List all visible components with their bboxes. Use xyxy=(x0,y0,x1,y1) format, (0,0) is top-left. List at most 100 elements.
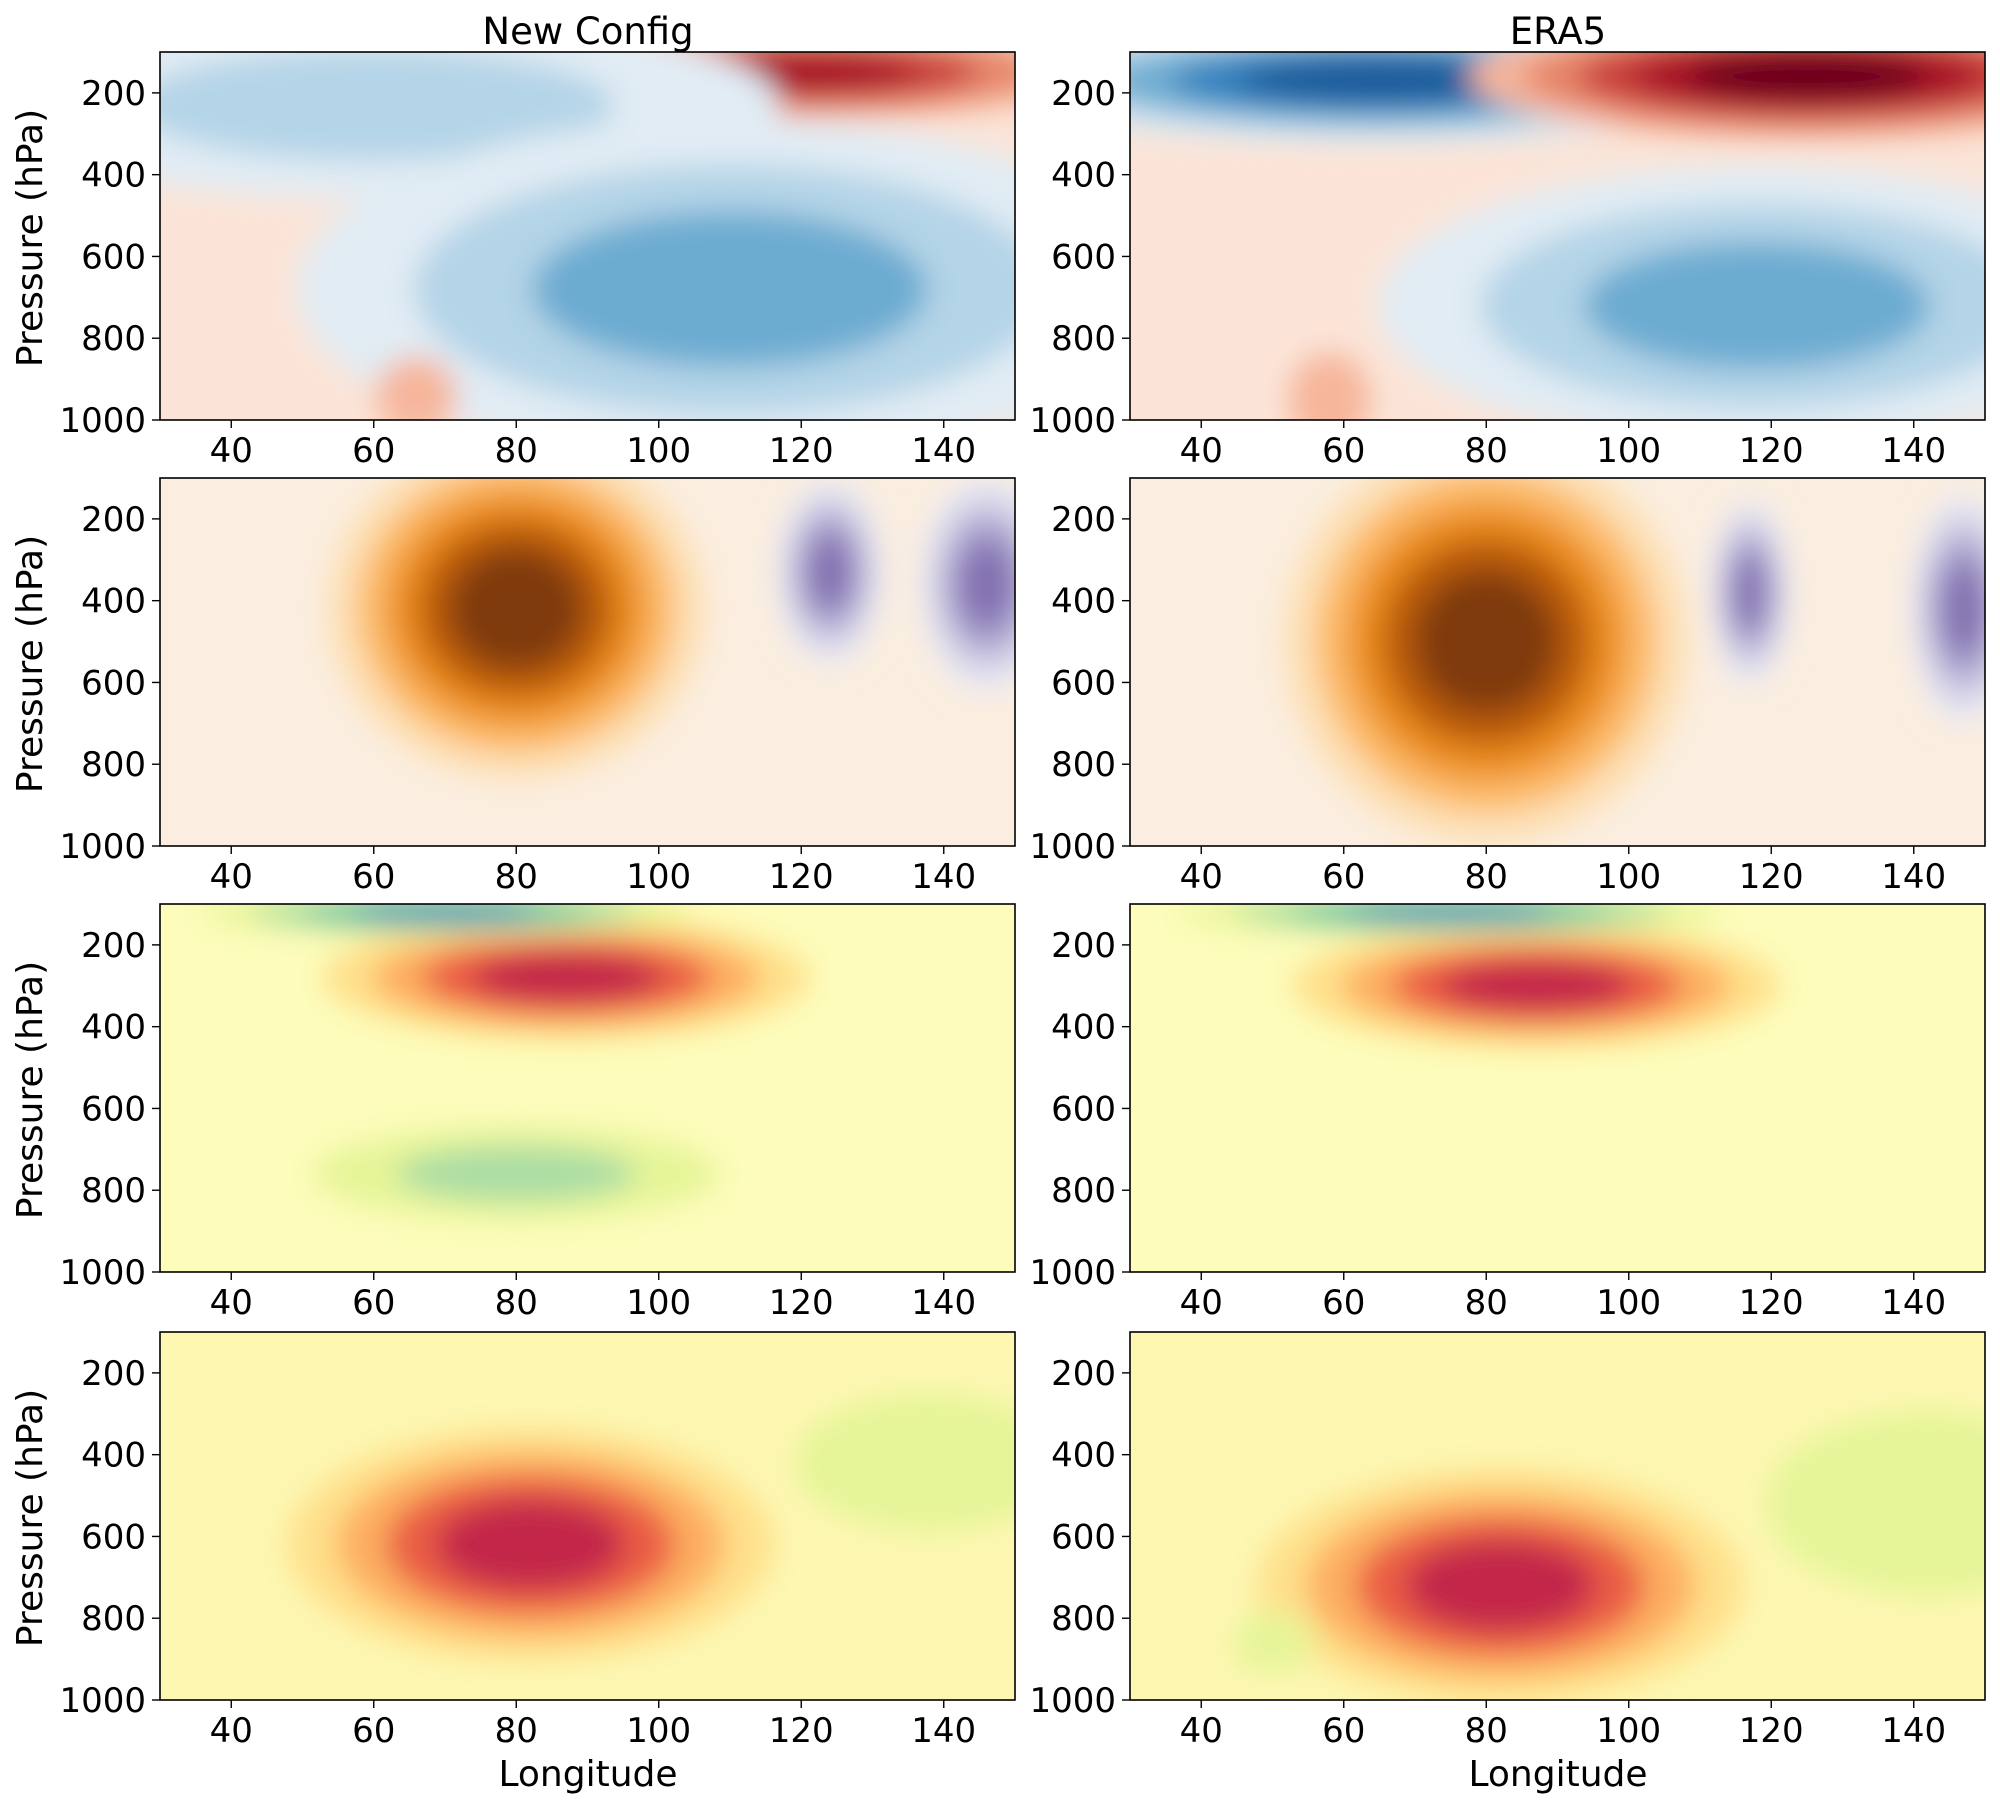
panel-r3-c0: 40 60 80 100 120 140 200 400 600 800 1000 xyxy=(59,1331,1016,1751)
x-tick-label: 60 xyxy=(1322,1283,1365,1323)
y-tick-label: 1000 xyxy=(59,827,146,867)
y-tick-label: 200 xyxy=(1051,926,1116,966)
y-tick-label: 200 xyxy=(81,1354,146,1394)
xlabel-col-0: Longitude xyxy=(498,1754,677,1795)
y-tick-label: 600 xyxy=(1051,663,1116,703)
panel-r0-c1: 40 60 80 100 120 140 200 400 600 800 1000 xyxy=(1029,51,1986,471)
contour-band xyxy=(471,953,661,1002)
y-tick-label: 400 xyxy=(1051,1436,1116,1476)
ylabel-row-1: Pressure (hPa) xyxy=(10,535,51,793)
x-tick-label: 40 xyxy=(210,857,253,897)
panel-r3-c1: 40 60 80 100 120 140 200 400 600 800 1000 xyxy=(1029,1331,1986,1751)
minimum-feature-2 xyxy=(1909,492,1985,726)
x-tick-label: 140 xyxy=(911,1283,976,1323)
panel-r2-c1: 40 60 80 100 120 140 200 400 600 800 1000 xyxy=(1029,903,1986,1323)
x-tick-label: 40 xyxy=(210,1283,253,1323)
x-tick-label: 60 xyxy=(1322,431,1365,471)
y-tick-label: 600 xyxy=(1051,1089,1116,1129)
y-tick-label: 600 xyxy=(81,1517,146,1557)
x-tick-label: 80 xyxy=(495,1711,538,1751)
contour-band xyxy=(1415,571,1557,712)
x-tick-label: 80 xyxy=(495,1283,538,1323)
contour-band xyxy=(1405,1540,1596,1631)
panel-r1-c0: 40 60 80 100 120 140 200 400 600 800 1000 xyxy=(59,477,1016,897)
x-tick-label: 140 xyxy=(1881,1711,1946,1751)
x-tick-label: 140 xyxy=(911,431,976,471)
x-tick-label: 100 xyxy=(1596,1711,1661,1751)
x-tick-label: 40 xyxy=(1180,1283,1223,1323)
panel-frame xyxy=(1129,903,1986,1273)
contour-band xyxy=(435,1499,626,1590)
y-tick-label: 800 xyxy=(81,745,146,785)
y-tick-label: 400 xyxy=(1051,156,1116,196)
minimum-feature-1 xyxy=(313,1127,720,1221)
minimum-feature-2 xyxy=(201,904,689,936)
y-tick-label: 1000 xyxy=(1029,401,1116,441)
y-tick-label: 400 xyxy=(81,1008,146,1048)
y-tick-label: 1000 xyxy=(1029,1253,1116,1293)
contour-field xyxy=(1130,478,1985,846)
x-tick-label: 120 xyxy=(769,1711,834,1751)
maximum-feature-3 xyxy=(1288,352,1371,420)
contour-band xyxy=(396,1146,637,1202)
x-tick-label: 100 xyxy=(626,1711,691,1751)
minimum-feature-2 xyxy=(1231,1611,1314,1674)
x-tick-label: 80 xyxy=(1465,857,1508,897)
contour-band xyxy=(1288,352,1371,420)
y-tick-label: 200 xyxy=(81,500,146,540)
maximum-feature-0 xyxy=(322,915,810,1040)
x-tick-label: 120 xyxy=(769,857,834,897)
contour-band xyxy=(532,211,928,368)
maximum-feature-0 xyxy=(1292,923,1780,1048)
y-tick-label: 400 xyxy=(81,582,146,622)
contour-band xyxy=(375,356,458,420)
ylabel-row-3: Pressure (hPa) xyxy=(10,1389,51,1647)
contour-band xyxy=(350,904,540,922)
panel-frame xyxy=(1129,1331,1986,1701)
minimum-feature-1 xyxy=(775,478,884,666)
y-tick-label: 600 xyxy=(81,663,146,703)
x-tick-label: 60 xyxy=(1322,857,1365,897)
xlabel-col-1: Longitude xyxy=(1468,1754,1647,1795)
ylabel-row-0: Pressure (hPa) xyxy=(10,109,51,367)
x-tick-label: 100 xyxy=(626,431,691,471)
contour-field xyxy=(1130,904,1985,1272)
column-title-new-config: New Config xyxy=(482,10,693,53)
maximum-feature-0 xyxy=(286,1428,775,1662)
y-tick-label: 800 xyxy=(1051,1171,1116,1211)
contour-field xyxy=(160,52,1015,420)
y-tick-label: 200 xyxy=(81,926,146,966)
x-tick-label: 40 xyxy=(1180,1711,1223,1751)
ylabel-row-2: Pressure (hPa) xyxy=(10,961,51,1219)
x-tick-label: 120 xyxy=(1739,1283,1804,1323)
x-tick-label: 140 xyxy=(1881,431,1946,471)
contour-band xyxy=(1441,961,1631,1010)
y-tick-label: 1000 xyxy=(59,1253,146,1293)
y-tick-label: 400 xyxy=(81,1436,146,1476)
y-tick-label: 200 xyxy=(1051,74,1116,114)
contour-band xyxy=(794,1392,1015,1533)
panel-r0-c0: 40 60 80 100 120 140 200 400 600 800 1000 xyxy=(59,51,1016,471)
x-tick-label: 60 xyxy=(352,1711,395,1751)
x-tick-label: 40 xyxy=(1180,857,1223,897)
contour-band xyxy=(808,535,851,609)
minimum-feature-2 xyxy=(918,478,1015,694)
y-tick-label: 400 xyxy=(81,156,146,196)
contour-band xyxy=(1765,1410,1985,1597)
panel-frame xyxy=(1129,477,1986,847)
maximum-feature-3 xyxy=(375,356,458,420)
minimum-feature-1 xyxy=(1765,1410,1985,1597)
x-tick-label: 80 xyxy=(495,431,538,471)
y-tick-label: 800 xyxy=(81,1599,146,1639)
panel-frame xyxy=(159,1331,1016,1701)
y-tick-label: 800 xyxy=(1051,319,1116,359)
y-tick-label: 800 xyxy=(1051,1599,1116,1639)
x-tick-label: 60 xyxy=(1322,1711,1365,1751)
y-tick-label: 600 xyxy=(1051,237,1116,277)
contour-band xyxy=(1345,904,1556,922)
x-tick-label: 140 xyxy=(1881,1283,1946,1323)
panel-frame xyxy=(159,903,1016,1273)
maximum-feature-0 xyxy=(326,478,706,780)
maximum-feature-0 xyxy=(1256,1469,1745,1700)
